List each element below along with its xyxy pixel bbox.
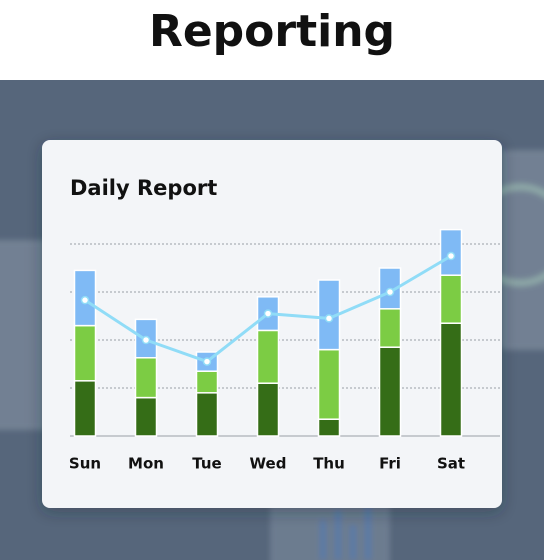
- bar-segment: [256, 329, 280, 384]
- page-title: Reporting: [149, 6, 395, 57]
- bar-segment: [195, 370, 219, 394]
- x-tick-label: Tue: [192, 455, 221, 473]
- trend-point: [385, 287, 395, 297]
- x-tick-label: Wed: [250, 455, 287, 473]
- trend-point: [141, 335, 151, 345]
- bar-segment: [439, 274, 463, 324]
- header-bg: [0, 0, 544, 80]
- x-tick-label: Thu: [313, 455, 345, 473]
- x-tick-label: Fri: [379, 455, 401, 473]
- x-tick-label: Mon: [128, 455, 164, 473]
- chart-title: Daily Report: [70, 176, 217, 200]
- bar-segment: [134, 396, 158, 437]
- bar-segment: [317, 418, 341, 437]
- blurred-background: [0, 150, 544, 560]
- trend-point: [263, 309, 273, 318]
- trend-point: [446, 251, 456, 261]
- bar-segment: [73, 324, 97, 382]
- trend-point: [202, 357, 212, 366]
- trend-point: [324, 314, 334, 323]
- bar-segment: [256, 382, 280, 437]
- bar-segment: [439, 322, 463, 437]
- bar-segment: [378, 346, 402, 437]
- bar-segment: [134, 357, 158, 399]
- bar-segment: [378, 308, 402, 348]
- bar-segment: [195, 392, 219, 437]
- bar-segment: [317, 348, 341, 420]
- trend-point: [80, 295, 90, 305]
- x-tick-label: Sat: [437, 455, 465, 473]
- x-tick-label: Sun: [69, 455, 101, 473]
- bar-segment: [73, 380, 97, 437]
